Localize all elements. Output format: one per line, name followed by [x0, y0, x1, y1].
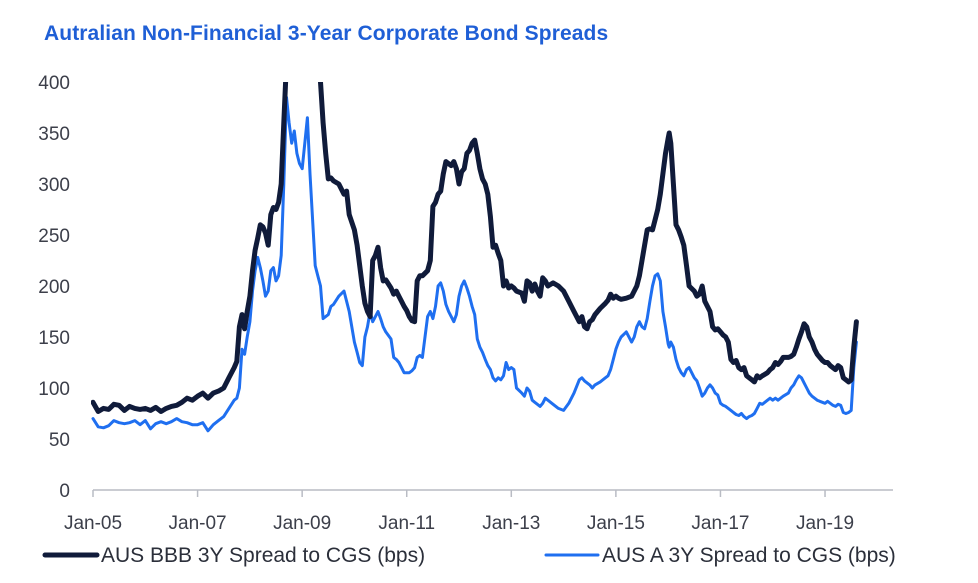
x-tick-label: Jan-15 — [587, 513, 645, 534]
x-tick-label: Jan-19 — [796, 513, 854, 534]
x-tick-label: Jan-11 — [378, 513, 435, 534]
y-tick-label: 400 — [38, 73, 70, 94]
legend-a-label: AUS A 3Y Spread to CGS (bps) — [602, 544, 896, 567]
x-tick-label: Jan-05 — [64, 513, 122, 534]
y-tick-label: 0 — [59, 481, 70, 502]
y-tick-label: 100 — [38, 379, 70, 400]
legend-bbb-label: AUS BBB 3Y Spread to CGS (bps) — [101, 544, 425, 567]
y-tick-label: 200 — [38, 277, 70, 298]
y-tick-label: 300 — [38, 175, 70, 196]
y-tick-label: 350 — [38, 124, 70, 145]
x-tick-label: Jan-13 — [482, 513, 540, 534]
chart-title: Autralian Non-Financial 3-Year Corporate… — [44, 22, 609, 45]
y-tick-label: 250 — [38, 226, 70, 247]
x-tick-label: Jan-17 — [691, 513, 749, 534]
series-line-bbb — [91, 82, 859, 414]
series-line-a — [91, 95, 858, 433]
x-tick-label: Jan-07 — [169, 513, 227, 534]
y-tick-label: 150 — [38, 328, 70, 349]
y-tick-label: 50 — [49, 430, 70, 451]
x-tick-label: Jan-09 — [273, 513, 331, 534]
